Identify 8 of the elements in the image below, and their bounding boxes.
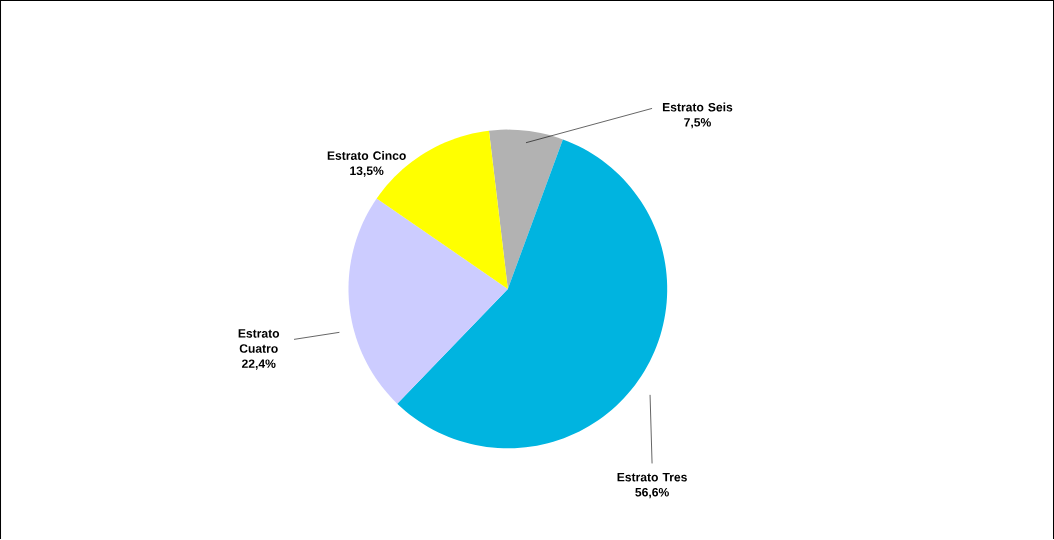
slice-label: Estrato Seis: [662, 102, 733, 112]
slice-label: Estrato Cuatro: [238, 329, 280, 354]
data-label: 22,4%: [241, 359, 276, 370]
data-label: 13,5%: [350, 166, 384, 177]
data-label: 56,6%: [635, 488, 669, 499]
slice-label: Estrato Tres: [617, 473, 687, 482]
slice-label: Estrato Cinco: [327, 151, 406, 161]
data-label: 7,5%: [684, 118, 711, 129]
